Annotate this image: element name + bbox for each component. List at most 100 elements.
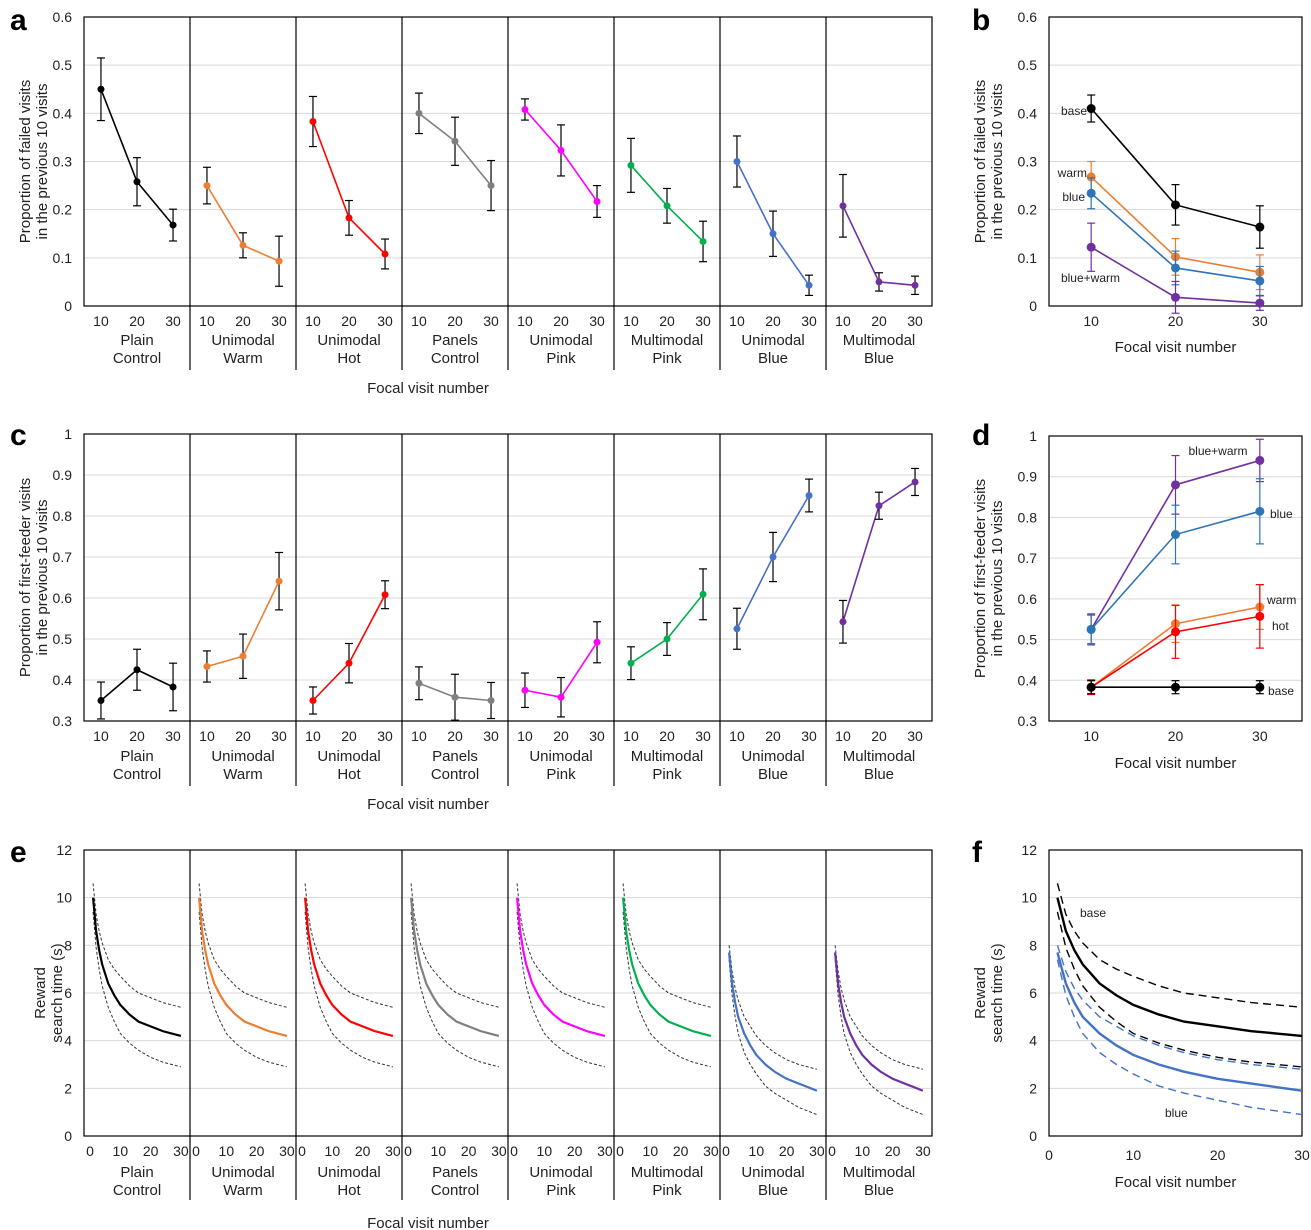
data-point (203, 182, 211, 190)
x-tick-label: 10 (623, 313, 639, 329)
x-tick-label: 30 (801, 313, 817, 329)
group-label-line2: Warm (223, 1182, 262, 1199)
y-axis-label-line1: Proportion of first-feeder visits (972, 479, 989, 678)
panel-c: 0.3 0.4 0.5 0.6 0.7 0.8 0.9 1 c Proportion of fir… (10, 419, 933, 813)
y-tick-label: 4 (64, 1033, 72, 1049)
y-tick-label: 0.3 (53, 713, 73, 729)
x-tick-label: 10 (517, 728, 533, 744)
group-label-line2: Hot (337, 766, 361, 783)
x-tick-label: 0 (722, 1143, 730, 1159)
x-tick-label: 30 (915, 1143, 931, 1159)
panel-letter: e (10, 836, 27, 869)
x-tick-label: 30 (589, 313, 605, 329)
y-tick-label: 0.4 (1018, 105, 1038, 121)
panel-letter: b (972, 4, 990, 37)
x-tick-label: 20 (129, 728, 145, 744)
data-point (593, 638, 601, 646)
x-tick-label: 20 (871, 313, 887, 329)
fit-line (727, 952, 818, 1092)
data-point (1255, 222, 1265, 232)
data-point (1086, 624, 1096, 634)
y-axis-label-line2: in the previous 10 visits (34, 84, 51, 240)
panel-letter: c (10, 419, 27, 452)
y-axis-label-line1: Proportion of first-feeder visits (17, 478, 34, 677)
ci-upper-line (834, 945, 924, 1070)
data-point (875, 278, 883, 286)
x-tick-label: 0 (510, 1143, 518, 1159)
x-tick-label: 20 (355, 1143, 371, 1159)
series-label: base (1080, 906, 1106, 920)
series-label: blue (1165, 1106, 1188, 1120)
x-tick-label: 10 (1126, 1147, 1142, 1163)
x-tick-label: 10 (1083, 728, 1099, 744)
data-point (769, 230, 777, 238)
data-point (1255, 682, 1265, 692)
x-tick-label: 20 (1168, 313, 1184, 329)
x-tick-label: 20 (447, 728, 463, 744)
data-point (875, 502, 883, 510)
y-tick-label: 10 (56, 890, 72, 906)
group-label-line1: Unimodal (741, 332, 804, 349)
y-tick-label: 2 (64, 1080, 72, 1096)
data-point (627, 161, 635, 169)
x-axis-label: Focal visit number (367, 380, 489, 397)
x-tick-label: 30 (279, 1143, 295, 1159)
y-tick-label: 10 (1021, 890, 1037, 906)
panel-b: 0 0.1 0.2 0.3 0.4 0.5 0.6 b Proportion of failed… (972, 4, 1303, 356)
x-tick-label: 10 (199, 728, 215, 744)
x-tick-label: 30 (1294, 1147, 1310, 1163)
y-tick-label: 0 (1029, 1128, 1037, 1144)
x-tick-label: 30 (907, 728, 923, 744)
series-label: blue (1270, 507, 1293, 521)
series-label: warm (1266, 593, 1296, 607)
fit-line (409, 897, 500, 1037)
y-tick-label: 0.4 (53, 672, 73, 688)
data-point (699, 590, 707, 598)
x-tick-label: 10 (729, 728, 745, 744)
x-tick-label: 20 (447, 313, 463, 329)
data-point (309, 697, 317, 704)
data-point (557, 146, 565, 154)
x-tick-label: 10 (305, 728, 321, 744)
x-tick-label: 20 (129, 313, 145, 329)
x-tick-label: 20 (461, 1143, 477, 1159)
group-label-line1: Unimodal (529, 1164, 592, 1181)
x-tick-label: 30 (483, 728, 499, 744)
x-tick-label: 20 (871, 728, 887, 744)
group-label-line2: Pink (652, 350, 682, 367)
ci-upper-line (1056, 883, 1303, 1008)
fit-line (91, 897, 182, 1037)
y-axis-label-line1: Proportion of failed visits (972, 80, 989, 243)
data-point (345, 214, 353, 222)
group-label-line1: Panels (432, 1164, 478, 1181)
group-label-line1: Unimodal (211, 1164, 274, 1181)
x-tick-label: 20 (779, 1143, 795, 1159)
series-label: base (1268, 684, 1294, 698)
y-tick-label: 0.5 (53, 57, 73, 73)
y-tick-label: 2 (1029, 1080, 1037, 1096)
group-label-line1: Multimodal (631, 332, 704, 349)
group-label-line1: Panels (432, 332, 478, 349)
x-tick-label: 30 (1252, 728, 1268, 744)
x-tick-label: 20 (553, 728, 569, 744)
y-tick-label: 8 (64, 937, 72, 953)
series-label: hot (1272, 619, 1289, 633)
group-label-line2: Pink (652, 766, 682, 783)
x-tick-label: 10 (411, 313, 427, 329)
y-axis-label-line2: search time (s) (49, 943, 66, 1042)
data-point (733, 158, 741, 165)
x-tick-label: 20 (885, 1143, 901, 1159)
x-tick-label: 30 (165, 728, 181, 744)
ci-lower-line (92, 911, 182, 1068)
x-tick-label: 10 (643, 1143, 659, 1159)
y-tick-label: 0.9 (53, 467, 73, 483)
x-tick-label: 10 (749, 1143, 765, 1159)
x-tick-label: 10 (199, 313, 215, 329)
x-tick-label: 10 (729, 313, 745, 329)
y-tick-label: 0.7 (53, 549, 73, 565)
x-tick-label: 10 (411, 728, 427, 744)
y-tick-label: 0.6 (53, 590, 73, 606)
group-label-line1: Unimodal (741, 1164, 804, 1181)
y-tick-label: 0.8 (1018, 509, 1038, 525)
group-label-line1: Multimodal (631, 748, 704, 765)
